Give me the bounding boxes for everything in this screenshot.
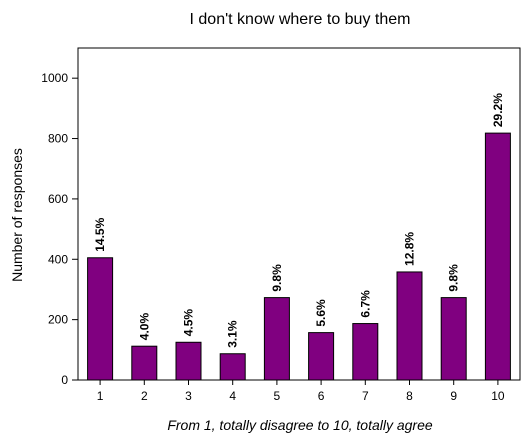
y-tick-label: 0 bbox=[61, 373, 68, 387]
data-label: 6.7% bbox=[358, 290, 372, 318]
x-tick-label: 1 bbox=[97, 389, 104, 403]
data-label: 4.0% bbox=[137, 313, 151, 341]
data-label: 29.2% bbox=[491, 93, 505, 127]
data-label: 3.1% bbox=[226, 320, 240, 348]
x-tick-label: 2 bbox=[141, 389, 148, 403]
data-label: 4.5% bbox=[182, 309, 196, 337]
bar-1 bbox=[87, 257, 114, 381]
y-tick-label: 200 bbox=[48, 313, 68, 327]
y-tick-label: 400 bbox=[48, 252, 68, 266]
x-tick-label: 10 bbox=[491, 389, 505, 403]
bar-4 bbox=[219, 353, 246, 381]
bar-2 bbox=[131, 345, 158, 381]
x-tick-label: 6 bbox=[318, 389, 325, 403]
data-label: 5.6% bbox=[314, 299, 328, 327]
x-tick-label: 3 bbox=[185, 389, 192, 403]
bar-7 bbox=[352, 323, 379, 381]
y-tick-label: 600 bbox=[48, 192, 68, 206]
x-tick-label: 8 bbox=[406, 389, 413, 403]
x-axis-label: From 1, totally disagree to 10, totally … bbox=[167, 417, 433, 433]
bar-3 bbox=[175, 341, 202, 381]
chart-title: I don't know where to buy them bbox=[190, 11, 411, 28]
y-axis-label: Number of responses bbox=[9, 148, 25, 282]
y-tick-label: 1000 bbox=[41, 71, 68, 85]
x-tick-label: 7 bbox=[362, 389, 369, 403]
bar-6 bbox=[308, 332, 335, 381]
bar-8 bbox=[396, 271, 423, 381]
data-label: 9.8% bbox=[447, 264, 461, 292]
plot-area-frame bbox=[77, 47, 521, 381]
x-tick-label: 5 bbox=[274, 389, 281, 403]
bar-9 bbox=[440, 297, 467, 381]
bar-10 bbox=[484, 132, 511, 381]
y-tick-label: 800 bbox=[48, 132, 68, 146]
data-label: 12.8% bbox=[403, 232, 417, 266]
bar-5 bbox=[263, 297, 290, 381]
chart-marks: 0 200 400 600 800 1000 1 14.5% 2 4.0% 3 4.5% 4 3.1% 5 9… bbox=[41, 71, 511, 403]
x-tick-label: 4 bbox=[229, 389, 236, 403]
data-label: 9.8% bbox=[270, 264, 284, 292]
data-label: 14.5% bbox=[93, 217, 107, 251]
x-tick-label: 9 bbox=[450, 389, 457, 403]
